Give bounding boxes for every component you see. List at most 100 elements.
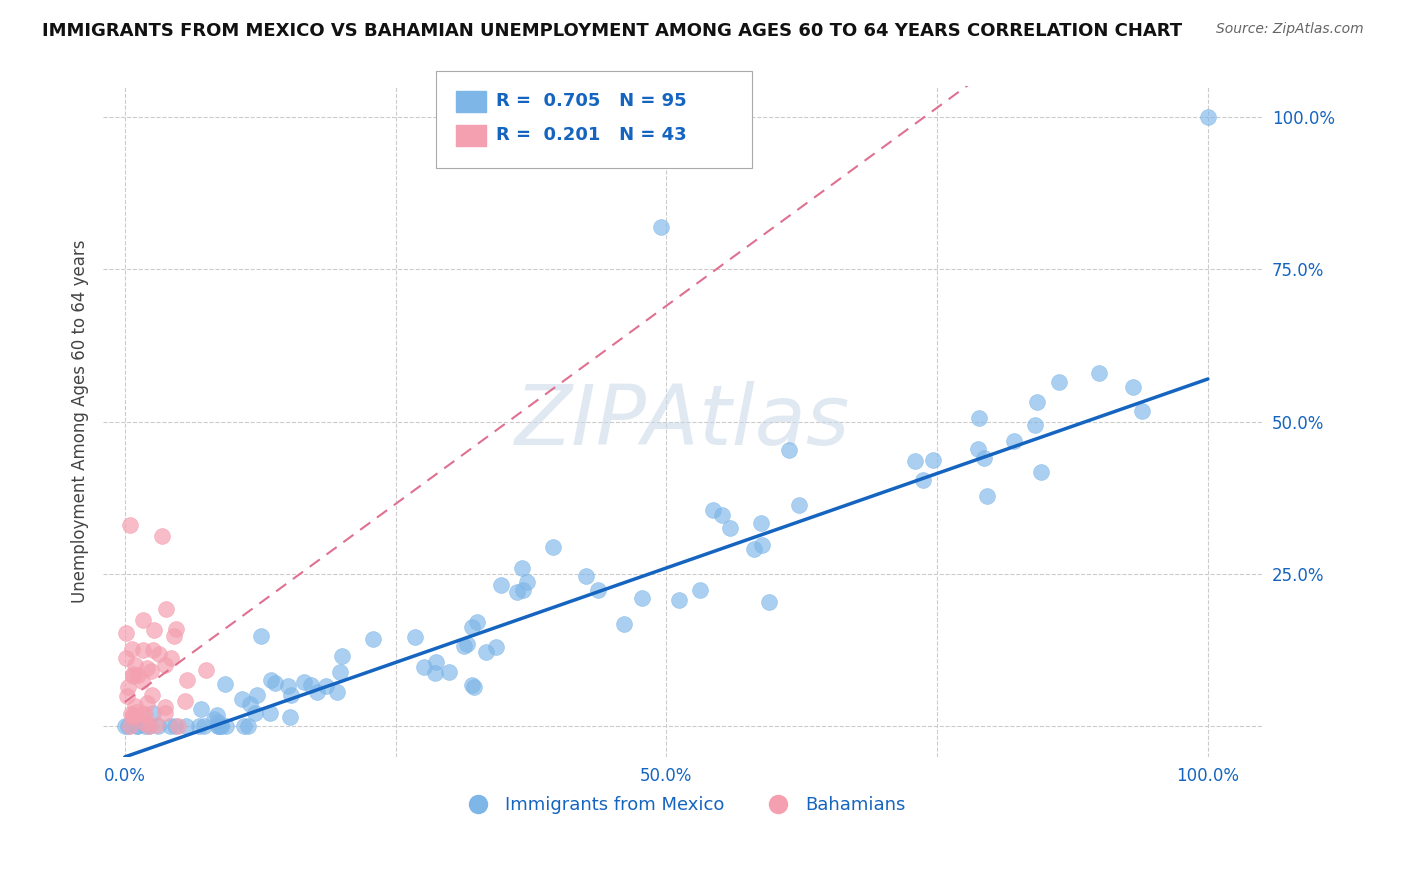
Point bbox=[1047, 375, 1070, 389]
Legend: Immigrants from Mexico, Bahamians: Immigrants from Mexico, Bahamians bbox=[453, 789, 912, 822]
Point bbox=[207, 719, 229, 733]
Point bbox=[209, 719, 232, 733]
Point bbox=[280, 689, 302, 703]
Point bbox=[117, 680, 139, 694]
Point bbox=[423, 665, 446, 680]
Point bbox=[711, 508, 734, 522]
Point bbox=[789, 498, 811, 512]
Point bbox=[142, 706, 165, 721]
Point bbox=[250, 629, 273, 643]
Point bbox=[231, 692, 253, 706]
Point bbox=[299, 678, 322, 692]
Point bbox=[148, 648, 170, 662]
Point bbox=[516, 574, 538, 589]
Text: ZIPAtlas: ZIPAtlas bbox=[515, 381, 851, 462]
Point bbox=[491, 577, 513, 591]
Point bbox=[245, 706, 267, 720]
Point bbox=[125, 719, 148, 733]
Point bbox=[1122, 380, 1144, 394]
Point bbox=[120, 719, 142, 733]
Point bbox=[742, 542, 765, 557]
Point bbox=[361, 632, 384, 647]
Point bbox=[174, 719, 197, 733]
Point bbox=[114, 625, 136, 640]
Point bbox=[166, 719, 188, 733]
Point bbox=[439, 665, 461, 679]
Point bbox=[134, 716, 156, 731]
Point bbox=[329, 665, 352, 680]
Point bbox=[155, 700, 177, 714]
Point bbox=[138, 719, 160, 733]
Point bbox=[114, 651, 136, 665]
Point bbox=[1024, 418, 1046, 433]
Point bbox=[176, 673, 198, 688]
Text: Source: ZipAtlas.com: Source: ZipAtlas.com bbox=[1216, 22, 1364, 37]
Point bbox=[115, 689, 138, 703]
Point bbox=[127, 719, 149, 733]
Point bbox=[146, 719, 169, 733]
Point bbox=[155, 602, 177, 616]
Point bbox=[758, 595, 780, 609]
Point bbox=[485, 640, 508, 654]
Point bbox=[510, 561, 533, 575]
Y-axis label: Unemployment Among Ages 60 to 64 years: Unemployment Among Ages 60 to 64 years bbox=[72, 240, 89, 603]
Point bbox=[966, 442, 988, 456]
Point bbox=[134, 719, 156, 733]
Point bbox=[209, 719, 232, 733]
Point bbox=[136, 661, 159, 675]
Point bbox=[778, 442, 800, 457]
Point bbox=[650, 219, 672, 234]
Point bbox=[278, 710, 301, 724]
Point bbox=[512, 582, 534, 597]
Point bbox=[120, 518, 142, 533]
Point bbox=[922, 452, 945, 467]
Point bbox=[751, 538, 773, 552]
Point bbox=[134, 706, 156, 721]
Point bbox=[404, 630, 426, 644]
Point bbox=[141, 688, 163, 702]
Text: R =  0.705   N = 95: R = 0.705 N = 95 bbox=[496, 92, 688, 110]
Point bbox=[141, 664, 163, 678]
Point bbox=[1130, 404, 1153, 418]
Point bbox=[1002, 434, 1025, 449]
Point bbox=[207, 714, 229, 729]
Point bbox=[131, 673, 153, 688]
Point bbox=[194, 663, 217, 677]
Point bbox=[456, 637, 478, 651]
Point bbox=[1088, 366, 1111, 380]
Point bbox=[575, 569, 598, 583]
Point bbox=[132, 707, 155, 722]
Point bbox=[132, 613, 155, 627]
Point bbox=[239, 698, 262, 712]
Point bbox=[277, 679, 299, 693]
Point bbox=[215, 719, 238, 733]
Point bbox=[142, 642, 165, 657]
Point bbox=[976, 490, 998, 504]
Point bbox=[586, 583, 609, 598]
Point bbox=[1029, 465, 1052, 479]
Point bbox=[461, 678, 484, 692]
Point bbox=[911, 473, 934, 487]
Point bbox=[543, 540, 565, 554]
Point bbox=[259, 673, 281, 688]
Point bbox=[117, 719, 139, 733]
Point bbox=[214, 677, 236, 691]
Point bbox=[425, 655, 447, 669]
Point bbox=[1197, 110, 1219, 124]
Point bbox=[159, 651, 181, 665]
Point bbox=[292, 675, 315, 690]
Point bbox=[124, 705, 146, 719]
Point bbox=[475, 645, 498, 659]
Point bbox=[749, 516, 772, 531]
Point bbox=[236, 719, 259, 733]
Point bbox=[122, 710, 145, 724]
Point bbox=[463, 680, 485, 694]
Point bbox=[465, 615, 488, 629]
Point bbox=[315, 679, 337, 693]
Point bbox=[207, 719, 229, 733]
Point bbox=[174, 694, 197, 708]
Point bbox=[121, 642, 143, 657]
Point bbox=[413, 660, 436, 674]
Point bbox=[159, 719, 181, 733]
Text: IMMIGRANTS FROM MEXICO VS BAHAMIAN UNEMPLOYMENT AMONG AGES 60 TO 64 YEARS CORREL: IMMIGRANTS FROM MEXICO VS BAHAMIAN UNEMP… bbox=[42, 22, 1182, 40]
